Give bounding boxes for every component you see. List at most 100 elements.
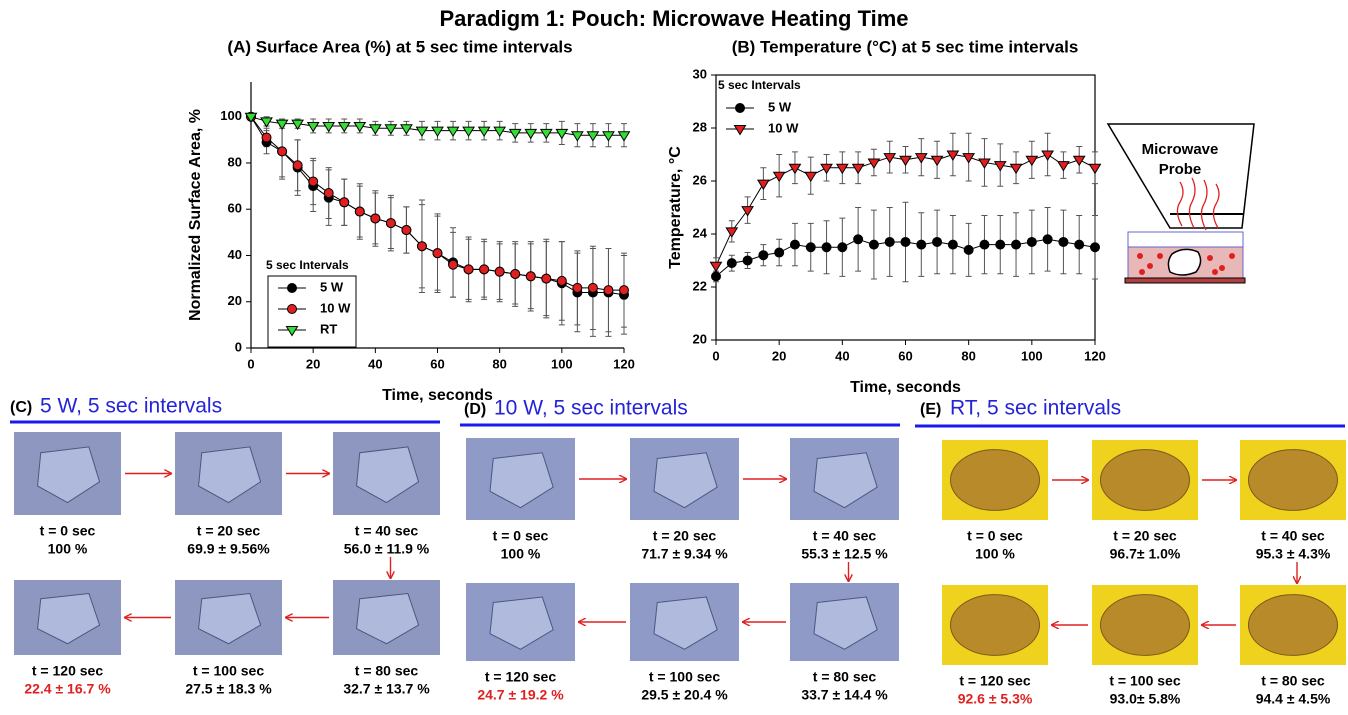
y-tick-label: 20 <box>228 293 242 308</box>
marker <box>477 126 491 138</box>
y-tick-label: 20 <box>693 331 707 346</box>
marker <box>308 176 319 187</box>
marker <box>401 225 412 236</box>
crystal-shape <box>949 594 1041 656</box>
time-label: t = 80 sec <box>813 669 877 685</box>
marker <box>804 171 818 183</box>
value-label: 22.4 ± 16.7 % <box>24 681 111 697</box>
x-tick-label: 60 <box>898 348 912 363</box>
marker <box>884 236 895 247</box>
time-label: t = 20 sec <box>197 523 261 539</box>
crystal-shape <box>653 596 718 650</box>
y-tick-label: 24 <box>693 225 708 240</box>
crystal-shape <box>489 596 554 650</box>
x-tick-label: 20 <box>306 356 320 371</box>
x-axis-label: Time, seconds <box>850 379 961 396</box>
y-tick-label: 0 <box>235 339 242 354</box>
marker <box>788 163 802 175</box>
x-tick-label: 100 <box>1021 348 1043 363</box>
x-tick-label: 120 <box>1084 348 1106 363</box>
marker <box>711 271 721 282</box>
marker <box>244 112 258 124</box>
marker <box>1090 242 1100 253</box>
x-tick-label: 40 <box>835 348 849 363</box>
marker <box>883 153 897 164</box>
marker <box>431 126 444 138</box>
legend-label: 10 W <box>768 120 799 135</box>
x-tick-label: 0 <box>247 356 254 371</box>
y-tick-label: 30 <box>693 66 707 81</box>
value-label: 71.7 ± 9.34 % <box>641 546 728 562</box>
time-label: t = 40 sec <box>355 523 419 539</box>
marker <box>572 282 583 293</box>
legend-marker <box>733 125 747 136</box>
x-tick-label: 80 <box>492 356 506 371</box>
crystal-shape <box>198 592 262 645</box>
value-label: 69.9 ± 9.56% <box>187 541 270 557</box>
legend-marker <box>285 326 299 337</box>
marker <box>510 268 521 279</box>
marker <box>539 128 553 140</box>
marker <box>384 124 398 135</box>
panel-label: (C) <box>10 399 32 416</box>
probe-diagram: Microwave Probe <box>1106 123 1255 284</box>
marker <box>756 179 770 191</box>
value-label: 100 % <box>975 546 1015 562</box>
marker <box>479 264 490 275</box>
legend-label: 5 W <box>320 279 344 294</box>
panel-label: (E) <box>920 401 941 418</box>
crystal-shape <box>1099 594 1191 656</box>
crystal-shape <box>949 449 1041 511</box>
time-label: t = 0 sec <box>967 528 1023 544</box>
legend-marker <box>287 283 297 293</box>
value-label: 33.7 ± 14.4 % <box>801 687 888 703</box>
marker <box>914 153 928 164</box>
value-label: 93.0± 5.8% <box>1110 691 1181 707</box>
marker <box>337 121 351 133</box>
marker <box>821 242 832 253</box>
legend-title: 5 sec Intervals <box>718 78 801 92</box>
marker <box>463 264 474 275</box>
marker <box>619 285 629 296</box>
marker <box>772 171 786 183</box>
y-tick-label: 60 <box>228 201 242 216</box>
marker <box>899 155 912 167</box>
crystal-shape <box>198 446 262 504</box>
value-label: 29.5 ± 20.4 % <box>641 687 728 703</box>
x-axis-label: Time, seconds <box>382 387 493 404</box>
x-tick-label: 0 <box>712 348 719 363</box>
value-label: 100 % <box>501 546 541 562</box>
marker <box>742 255 753 266</box>
y-axis-label: Temperature, °C <box>667 146 684 269</box>
marker <box>709 261 723 273</box>
diagram-label: Probe <box>1159 161 1202 178</box>
marker <box>524 128 538 140</box>
marker <box>494 266 505 277</box>
marker <box>993 161 1007 172</box>
marker <box>570 131 584 142</box>
crystal-shape <box>356 592 420 645</box>
crystal-shape <box>1247 449 1339 511</box>
marker <box>789 239 800 250</box>
marker <box>851 163 865 175</box>
value-label: 32.7 ± 13.7 % <box>343 681 430 697</box>
legend-label: 10 W <box>320 300 351 315</box>
y-axis-label: Normalized Surface Area, % <box>187 109 204 321</box>
marker <box>867 158 881 169</box>
value-label: 24.7 ± 19.2 % <box>477 687 564 703</box>
marker <box>1026 236 1037 247</box>
diagram-label: Microwave <box>1142 141 1219 158</box>
marker <box>963 244 974 255</box>
crystal-shape <box>1099 449 1191 511</box>
x-tick-label: 20 <box>772 348 786 363</box>
legend-marker <box>735 103 745 113</box>
marker <box>853 234 864 245</box>
value-label: 95.3 ± 4.3% <box>1256 546 1331 562</box>
marker <box>322 121 336 133</box>
crystal-shape <box>813 452 878 509</box>
y-tick-label: 40 <box>228 247 242 262</box>
crystal-shape <box>1247 594 1339 656</box>
marker <box>774 247 785 258</box>
marker <box>275 119 289 131</box>
